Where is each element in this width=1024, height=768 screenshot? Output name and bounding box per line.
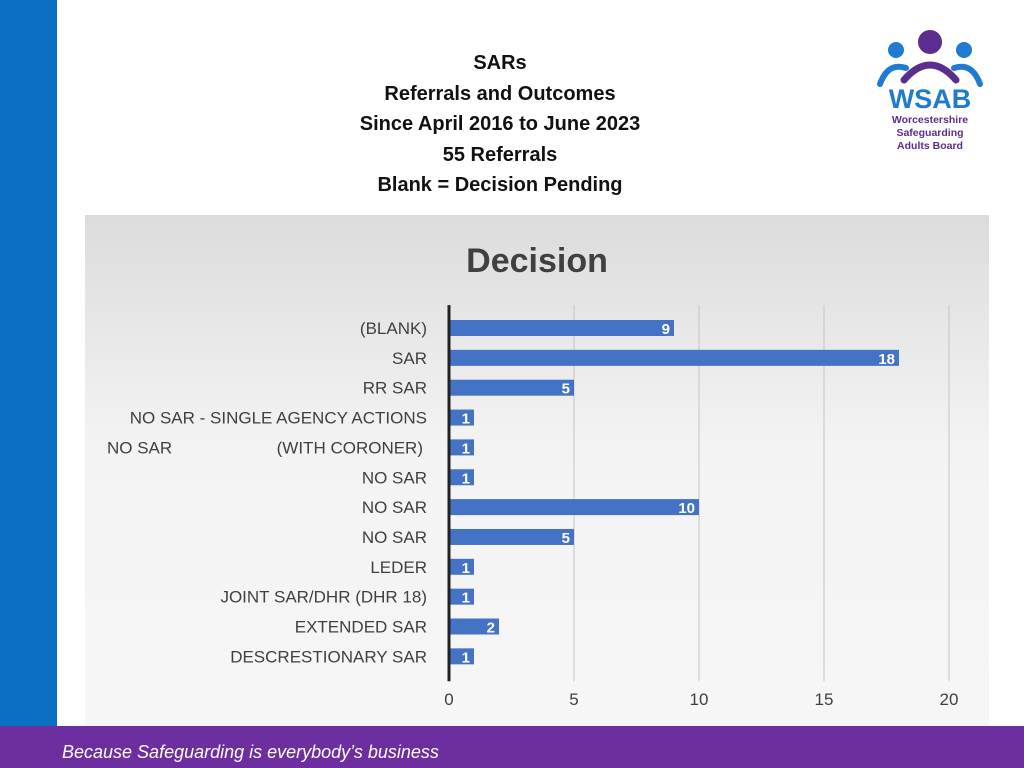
x-tick-label-3: 15 xyxy=(815,690,834,709)
logo-acronym: WSAB xyxy=(889,84,972,114)
bar-value-label-4: 1 xyxy=(462,440,470,457)
category-labels: (BLANK) SAR RR SAR NO SAR - SINGLE AGENCY A… xyxy=(107,319,427,666)
logo-line-3: Adults Board xyxy=(897,140,963,152)
logo-line-1: Worcestershire xyxy=(892,114,968,126)
footer-tagline: Because Safeguarding is everybody’s busi… xyxy=(62,742,439,762)
bar-value-label-11: 1 xyxy=(462,649,470,666)
logo-figure-center-arms xyxy=(900,61,960,84)
category-label-10: EXTENDED SAR xyxy=(295,618,427,637)
slide-title: SARs Referrals and Outcomes Since April … xyxy=(330,48,670,201)
x-tick-label-1: 5 xyxy=(569,690,578,709)
bar-value-label-2: 5 xyxy=(562,381,570,398)
bar-value-label-3: 1 xyxy=(462,411,470,428)
bar-11 xyxy=(449,648,474,665)
bar-8 xyxy=(449,558,474,575)
x-tick-labels: 0 5 10 15 20 xyxy=(444,690,958,709)
category-label-11: DESCRESTIONARY SAR xyxy=(230,647,427,666)
bar-4 xyxy=(449,439,474,456)
logo-line-2: Safeguarding xyxy=(896,127,963,139)
category-label-6: NO SAR xyxy=(362,498,427,517)
bar-value-label-9: 1 xyxy=(462,590,470,607)
bar-7 xyxy=(449,528,574,545)
title-line-4: 55 Referrals xyxy=(442,143,558,166)
title-line-3: Since April 2016 to June 2023 xyxy=(359,113,641,135)
logo-figure-center-head xyxy=(918,30,942,54)
x-tick-label-2: 10 xyxy=(690,690,709,709)
bar-0 xyxy=(449,320,674,336)
bar-1 xyxy=(449,349,899,366)
category-label-4: NO SAR xyxy=(107,438,172,457)
bar-10 xyxy=(449,618,499,635)
title-line-5: Blank = Decision Pending xyxy=(377,174,623,196)
category-annotation-4: (WITH CORONER) xyxy=(277,438,423,457)
grid-lines xyxy=(573,305,950,682)
decision-chart-panel: Decision 9 18 5 1 1 1 10 5 1 1 2 1 (BLANK) SAR RR SAR… xyxy=(85,215,989,726)
bar-9 xyxy=(449,588,474,605)
chart-title: Decision xyxy=(466,242,608,280)
left-accent-bar xyxy=(0,0,57,726)
category-label-7: NO SAR xyxy=(362,528,427,547)
logo-figure-right-arm xyxy=(951,63,983,87)
bar-value-label-6: 10 xyxy=(678,500,695,517)
bar-value-label-10: 2 xyxy=(487,620,495,637)
category-label-8: LEDER xyxy=(370,558,427,577)
bar-value-label-5: 1 xyxy=(462,470,470,487)
bars xyxy=(449,320,899,665)
logo-figure-right-head xyxy=(956,42,972,58)
bar-value-label-8: 1 xyxy=(462,560,470,577)
x-tick-label-4: 20 xyxy=(940,690,959,709)
bar-5 xyxy=(449,469,474,486)
category-label-9: JOINT SAR/DHR (DHR 18) xyxy=(220,588,427,607)
category-label-0: (BLANK) xyxy=(360,319,427,338)
footer-bar xyxy=(0,726,1024,768)
title-line-2: Referrals and Outcomes xyxy=(384,82,616,105)
title-line-1: SARs xyxy=(473,52,527,74)
category-label-3: NO SAR - SINGLE AGENCY ACTIONS xyxy=(130,409,427,428)
bar-6 xyxy=(449,499,699,516)
bar-3 xyxy=(449,409,474,426)
logo-figure-left-head xyxy=(888,42,904,58)
bar-value-label-1: 18 xyxy=(878,351,895,368)
x-tick-label-0: 0 xyxy=(444,690,453,709)
logo-figure-left-arm xyxy=(877,63,909,87)
bar-value-label-7: 5 xyxy=(562,530,570,547)
category-label-1: SAR xyxy=(392,349,427,368)
bar-2 xyxy=(449,379,574,396)
category-label-2: RR SAR xyxy=(363,379,427,398)
bar-value-label-0: 9 xyxy=(662,321,670,338)
wsab-logo: WSAB Worcestershire Safeguarding Adults … xyxy=(877,30,983,152)
category-label-5: NO SAR xyxy=(362,468,427,487)
